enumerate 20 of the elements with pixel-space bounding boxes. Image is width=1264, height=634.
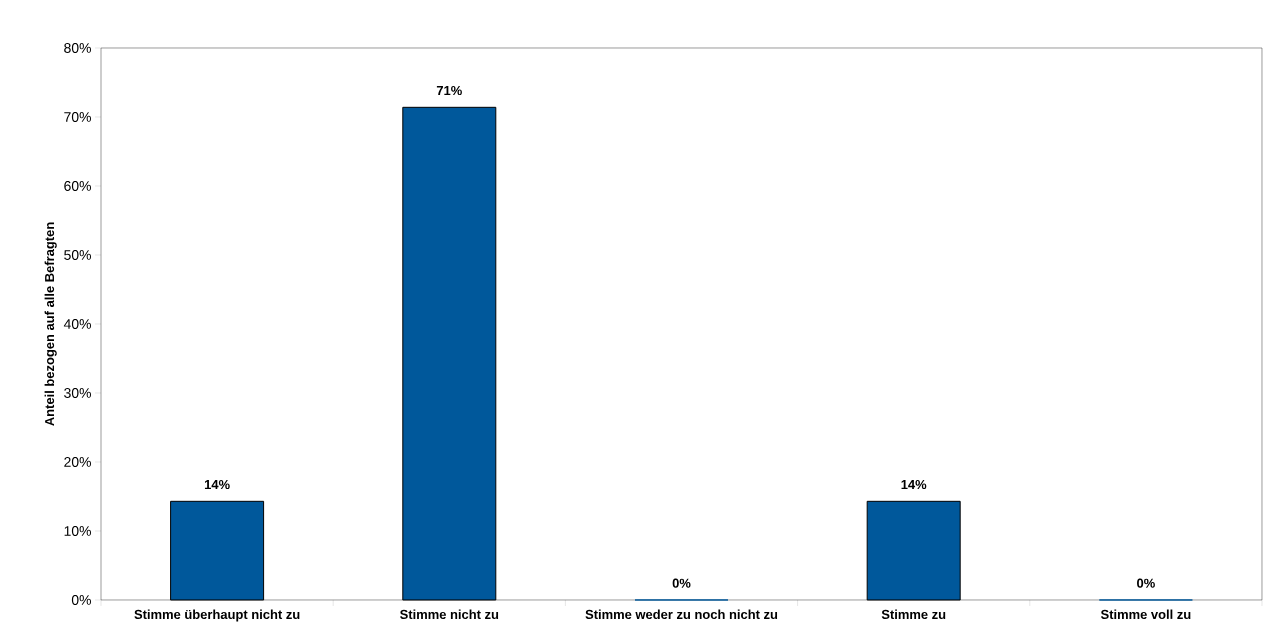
x-tick-label: Stimme weder zu noch nicht zu <box>585 609 778 620</box>
data-label: 71% <box>436 86 462 96</box>
y-tick-label: 10% <box>64 526 91 536</box>
y-tick-label: 30% <box>64 388 91 398</box>
y-tick-label: 50% <box>64 250 91 260</box>
x-tick-label: Stimme überhaupt nicht zu <box>134 609 300 622</box>
x-tick-label: Stimme zu <box>881 609 946 620</box>
x-tick-label: Stimme nicht zu <box>400 609 499 620</box>
y-tick-label: 70% <box>64 112 91 122</box>
y-tick-label: 80% <box>64 43 91 53</box>
y-tick-label: 0% <box>71 595 91 605</box>
y-tick-label: 20% <box>64 457 91 467</box>
data-label: 0% <box>1137 578 1155 588</box>
y-axis-title: Anteil bezogen auf alle Befragten <box>44 222 57 426</box>
data-label: 14% <box>901 480 927 490</box>
y-tick-label: 60% <box>64 181 91 191</box>
x-tick-label: Stimme voll zu <box>1100 609 1191 620</box>
y-tick-label: 40% <box>63 319 91 329</box>
data-label: 14% <box>204 480 230 490</box>
data-label: 0% <box>672 578 691 588</box>
